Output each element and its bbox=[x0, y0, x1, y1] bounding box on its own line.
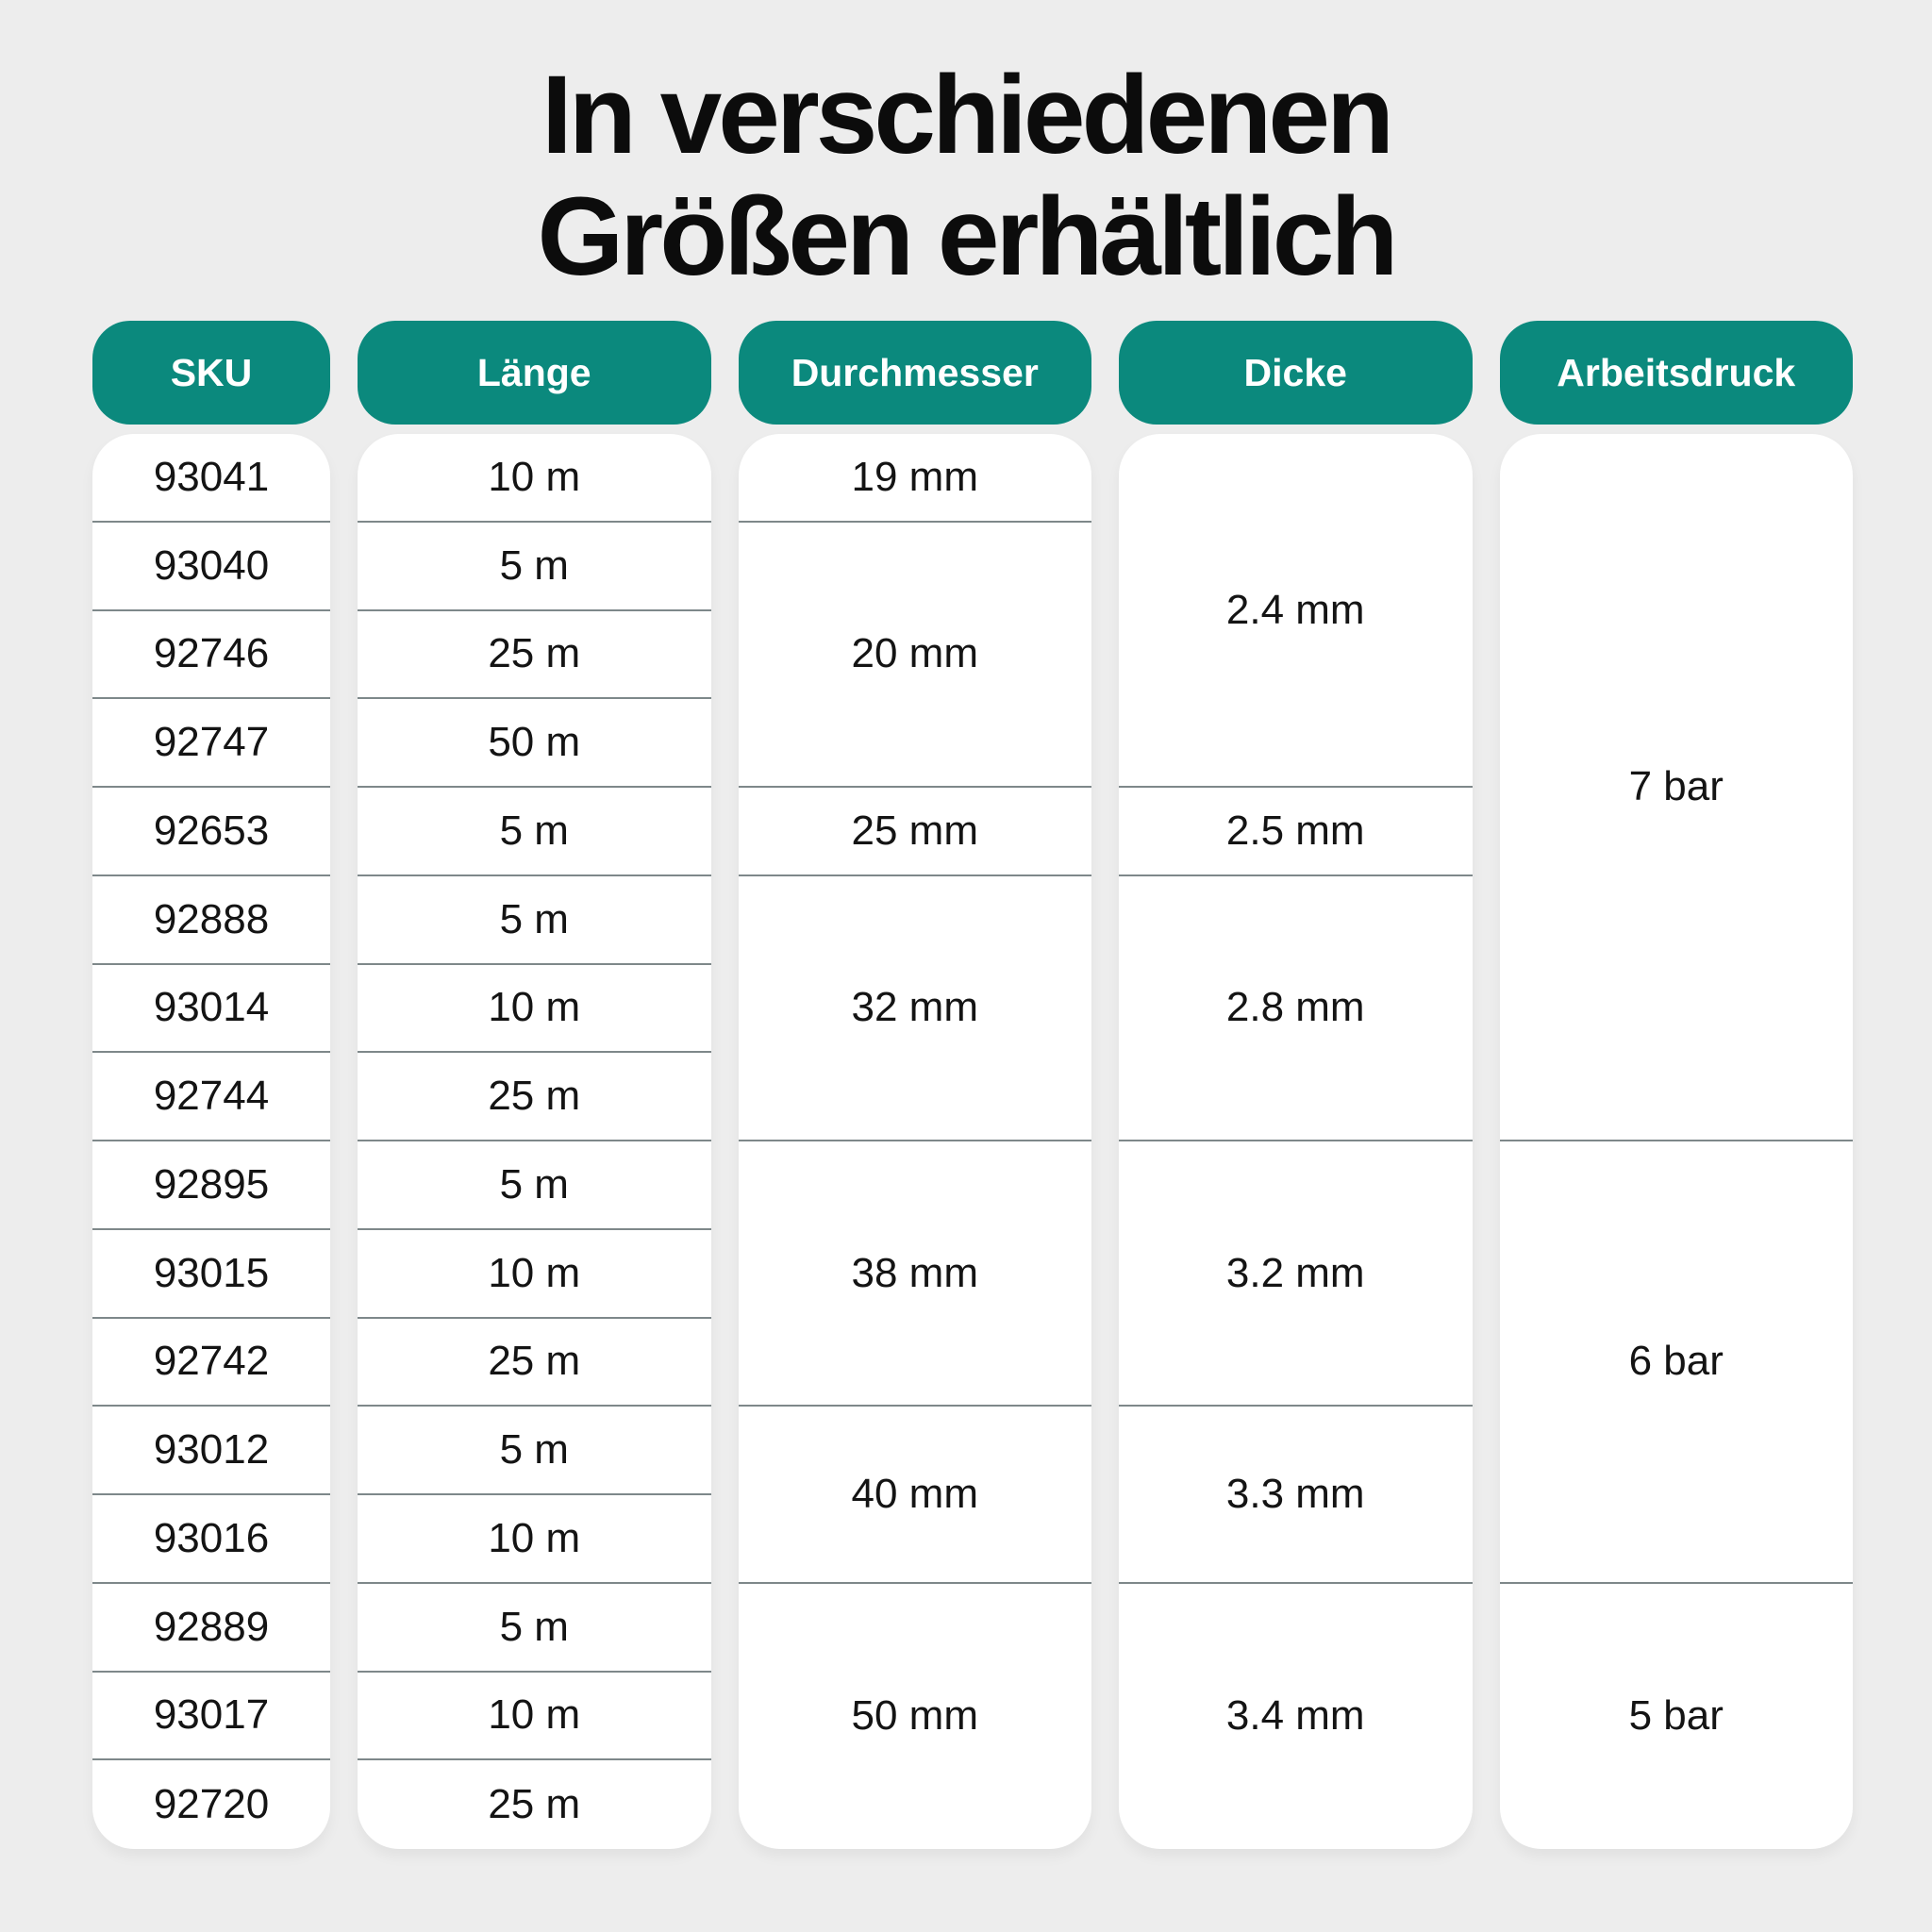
table-cell: 10 m bbox=[358, 434, 711, 523]
table-cell: 92744 bbox=[92, 1053, 330, 1141]
column-header: Durchmesser bbox=[738, 321, 1091, 425]
table-cell: 93017 bbox=[92, 1673, 330, 1761]
table-cell: 93015 bbox=[92, 1230, 330, 1319]
table-cell: 40 mm bbox=[738, 1407, 1091, 1584]
column-body: 2.4 mm 2.5 mm 2.8 mm 3.2 mm 3.3 mm 3.4 mm bbox=[1119, 434, 1473, 1849]
table-column-durchmesser: Durchmesser 19 mm 20 mm 25 mm 32 mm 38 mm 40 m… bbox=[738, 321, 1091, 1849]
table-cell: 3.3 mm bbox=[1119, 1407, 1473, 1584]
page-title-line1: In verschiedenen bbox=[541, 53, 1394, 177]
table-cell: 5 m bbox=[358, 1584, 711, 1673]
column-body: 19 mm 20 mm 25 mm 32 mm 38 mm 40 mm 50 mm bbox=[738, 434, 1091, 1849]
table-cell: 25 mm bbox=[738, 788, 1091, 876]
table-cell: 92888 bbox=[92, 876, 330, 965]
table-cell: 2.4 mm bbox=[1119, 434, 1473, 788]
table-cell: 93016 bbox=[92, 1495, 330, 1584]
table-column-arbeitsdruck: Arbeitsdruck 7 bar 6 bar 5 bar bbox=[1499, 321, 1853, 1849]
table-cell: 92747 bbox=[92, 699, 330, 788]
table-cell: 10 m bbox=[358, 965, 711, 1054]
table-cell: 92742 bbox=[92, 1319, 330, 1407]
page-title-line2: Größen erhältlich bbox=[537, 174, 1399, 299]
table-cell: 92746 bbox=[92, 611, 330, 700]
table-cell: 93012 bbox=[92, 1407, 330, 1495]
table-cell: 25 m bbox=[488, 1781, 581, 1828]
table-column-sku: SKU 93041 93040 92746 92747 92653 92888 93014 92… bbox=[92, 321, 330, 1849]
table-cell: 5 m bbox=[358, 876, 711, 965]
table-column-dicke: Dicke 2.4 mm 2.5 mm 2.8 mm 3.2 mm 3.3 mm 3.4 m… bbox=[1119, 321, 1473, 1849]
table-cell: 25 m bbox=[358, 611, 711, 700]
table-cell: 92889 bbox=[92, 1584, 330, 1673]
table-cell: 10 m bbox=[358, 1673, 711, 1761]
page-title: In verschiedenen Größen erhältlich bbox=[0, 55, 1932, 297]
table-cell: 93014 bbox=[92, 965, 330, 1054]
table-cell: 5 m bbox=[358, 788, 711, 876]
table-cell: 10 m bbox=[358, 1495, 711, 1584]
column-body: 93041 93040 92746 92747 92653 92888 93014 92744… bbox=[92, 434, 330, 1849]
table-cell: 3.4 mm bbox=[1225, 1692, 1365, 1740]
table-cell: 92653 bbox=[92, 788, 330, 876]
table-cell: 5 m bbox=[358, 523, 711, 611]
table-cell: 5 bar bbox=[1628, 1692, 1724, 1740]
table-cell: 19 mm bbox=[738, 434, 1091, 523]
column-header: Länge bbox=[358, 321, 711, 425]
table-cell: 25 m bbox=[358, 1053, 711, 1141]
table-cell: 10 m bbox=[358, 1230, 711, 1319]
table-cell: 50 mm bbox=[851, 1692, 978, 1740]
column-header: Dicke bbox=[1119, 321, 1473, 425]
table-cell: 38 mm bbox=[738, 1141, 1091, 1407]
column-header: SKU bbox=[92, 321, 330, 425]
table-cell: 7 bar bbox=[1499, 434, 1853, 1141]
column-body: 7 bar 6 bar 5 bar bbox=[1499, 434, 1853, 1849]
table-cell: 5 m bbox=[358, 1141, 711, 1230]
table-cell: 32 mm bbox=[738, 876, 1091, 1141]
size-table: SKU 93041 93040 92746 92747 92653 92888 93014 92… bbox=[92, 321, 1853, 1849]
table-cell: 92895 bbox=[92, 1141, 330, 1230]
table-cell: 5 m bbox=[358, 1407, 711, 1495]
table-cell: 20 mm bbox=[738, 523, 1091, 788]
table-cell: 2.5 mm bbox=[1119, 788, 1473, 876]
table-cell: 93040 bbox=[92, 523, 330, 611]
table-cell: 93041 bbox=[92, 434, 330, 523]
column-header: Arbeitsdruck bbox=[1499, 321, 1853, 425]
table-cell: 50 m bbox=[358, 699, 711, 788]
table-cell: 3.2 mm bbox=[1119, 1141, 1473, 1407]
table-cell: 92720 bbox=[153, 1781, 270, 1828]
table-cell: 2.8 mm bbox=[1119, 876, 1473, 1141]
table-cell: 25 m bbox=[358, 1319, 711, 1407]
table-cell: 6 bar bbox=[1499, 1141, 1853, 1584]
